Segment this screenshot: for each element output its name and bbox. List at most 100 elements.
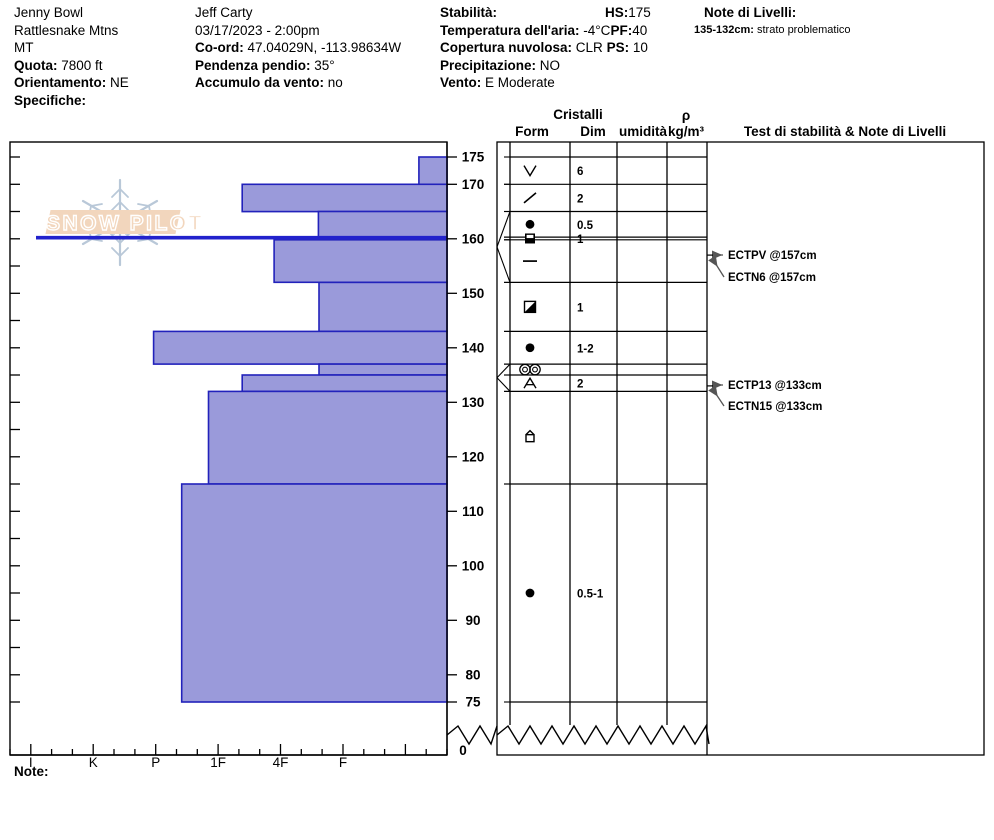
depth-tick-label: 175 xyxy=(462,150,485,165)
wind-label: Vento: xyxy=(440,75,482,90)
hardness-tick-label: 4F xyxy=(273,755,289,770)
stability-tests-header: Test di stabilità & Note di Livelli xyxy=(744,124,946,139)
hardness-bar xyxy=(317,210,448,238)
coordinates-value: 47.04029N, -113.98634W xyxy=(247,40,402,55)
grain-symbol-dh xyxy=(523,376,537,389)
hardness-bar xyxy=(207,390,448,485)
grain-size-value: 1 xyxy=(577,302,584,314)
x-axis-ticks xyxy=(9,744,448,755)
pit-location: Jenny Bowl xyxy=(14,5,84,20)
depth-zero-label: 0 xyxy=(459,743,467,758)
bottom-note-label: Note: xyxy=(14,764,49,779)
hardness-bar xyxy=(418,156,448,186)
hardness-tick-label: I xyxy=(29,755,33,770)
air-temp-value: -4°C xyxy=(583,22,611,38)
hardness-tick-label: K xyxy=(89,755,98,770)
grain-size-value: 6 xyxy=(577,166,583,178)
depth-tick-label: 160 xyxy=(462,231,485,246)
axis-break-zigzag xyxy=(446,724,710,746)
stability-row: Stabilità: HS:175 xyxy=(440,4,690,22)
stability-test-label: ECTPV @157cm xyxy=(728,250,817,262)
header-column-weather: Stabilità: HS:175 Temperatura dell'aria:… xyxy=(440,4,690,92)
depth-tick-label: 170 xyxy=(462,177,485,192)
grain-size-value: 1 xyxy=(577,234,584,246)
crystal-table xyxy=(496,141,985,756)
grain-symbol-rfmix xyxy=(525,233,535,244)
layer-notes-title: Note di Livelli: xyxy=(704,5,797,20)
hardness-tick-label: F xyxy=(339,755,347,770)
depth-tick-label: 110 xyxy=(462,504,484,519)
grain-size-value: 2 xyxy=(577,193,583,205)
hardness-bar xyxy=(318,281,448,333)
coordinates-label: Co-ord: xyxy=(195,40,244,55)
hardness-bar xyxy=(241,183,448,213)
pit-header: Jenny Bowl Rattlesnake Mtns MT Quota: 78… xyxy=(0,0,994,112)
grain-size-value: 0.5-1 xyxy=(577,589,604,601)
rho-header: ρ xyxy=(682,108,690,123)
layer-leader xyxy=(496,211,511,248)
depth-tick-label: 140 xyxy=(462,340,485,355)
header-column-layer-notes: Note di Livelli: 135-132cm: strato probl… xyxy=(694,4,994,39)
grain-size-value: 0.5 xyxy=(577,220,594,232)
layer-leader xyxy=(496,363,511,379)
layer-note-text: strato problematico xyxy=(757,23,851,36)
hs-value: 175 xyxy=(628,5,651,20)
hardness-bar xyxy=(273,239,448,284)
test-leader-line xyxy=(708,255,725,278)
hardness-bar xyxy=(241,374,448,393)
layer-note-range: 135-132cm: xyxy=(694,23,754,36)
pit-state: MT xyxy=(14,40,34,55)
observation-datetime: 03/17/2023 - 2:00pm xyxy=(195,22,320,38)
coordinates-row: Co-ord: 47.04029N, -113.98634W xyxy=(195,39,435,57)
elevation-row: Quota: 7800 ft xyxy=(14,57,194,75)
hardness-tick-label: P xyxy=(151,755,160,770)
layer-leader xyxy=(496,377,511,392)
precipitation-row: Precipitazione: NO xyxy=(440,57,690,75)
wind-value: E Moderate xyxy=(485,75,555,90)
wind-loading-value: no xyxy=(327,75,343,90)
ps-label: PS: xyxy=(606,40,630,55)
depth-tick-label: 130 xyxy=(462,395,485,410)
form-header: Form xyxy=(515,124,549,139)
grain-symbol-dot xyxy=(525,343,535,353)
grain-symbol-V xyxy=(523,165,537,177)
precipitation-label: Precipitazione: xyxy=(440,57,537,73)
hardness-bar xyxy=(180,483,448,703)
stability-test-annotations: ECTPV @157cm ECTN6 @157cm ECTP13 @133cm ECT… xyxy=(707,250,822,413)
wind-loading-label: Accumulo da vento: xyxy=(195,75,325,90)
sky-cover-row: Copertura nuvolosa: CLR PS: 10 xyxy=(440,39,690,57)
elevation-value: 7800 ft xyxy=(61,57,103,73)
depth-tick-label: 90 xyxy=(465,613,480,628)
aspect-row: Orientamento: NE xyxy=(14,74,194,92)
left-axis-ticks xyxy=(10,156,20,703)
grain-symbol-sh xyxy=(525,429,535,443)
specifics-row: Specifiche: xyxy=(14,92,194,110)
depth-tick-label: 75 xyxy=(465,695,481,710)
depth-tick-label: 80 xyxy=(465,667,480,682)
hardness-bar xyxy=(152,330,448,365)
hardness-bar xyxy=(318,363,448,376)
stability-label: Stabilità: xyxy=(440,5,498,20)
hs-label: HS: xyxy=(605,5,629,20)
header-column-location: Jenny Bowl Rattlesnake Mtns MT Quota: 78… xyxy=(14,4,194,109)
depth-tick-label: 120 xyxy=(462,449,485,464)
wind-row: Vento: E Moderate xyxy=(440,74,690,92)
grain-symbol-dot xyxy=(525,219,535,229)
depth-tick-label: 150 xyxy=(462,286,485,301)
elevation-label: Quota: xyxy=(14,57,58,73)
grain-symbol-/ xyxy=(523,192,537,204)
umidita-header: umidità xyxy=(619,124,667,139)
depth-tick-label: 100 xyxy=(462,558,485,573)
hardness-tick-label: 1F xyxy=(210,755,226,770)
grain-size-value: 1-2 xyxy=(577,343,594,355)
wind-loading-row: Accumulo da vento: no xyxy=(195,74,435,92)
aspect-value: NE xyxy=(110,75,129,90)
grain-symbol-mf xyxy=(519,363,541,376)
stability-test-label: ECTP13 @133cm xyxy=(728,380,822,392)
slope-angle-value: 35° xyxy=(314,57,335,73)
pf-label: PF: xyxy=(610,22,633,38)
grain-symbol-dot xyxy=(525,588,535,598)
slope-angle-label: Pendenza pendio: xyxy=(195,57,311,73)
x-axis-labels: I K P 1F 4F F xyxy=(29,755,347,770)
